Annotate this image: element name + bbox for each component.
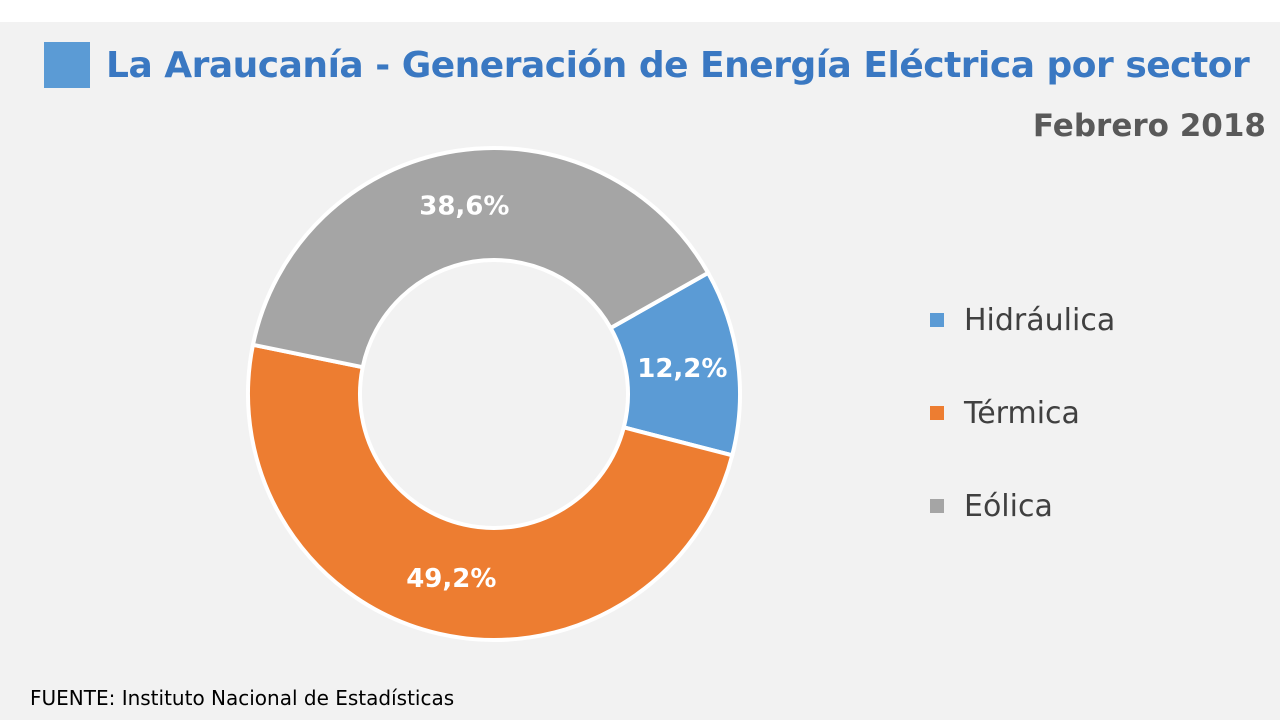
- chart-subtitle: Febrero 2018: [1032, 108, 1266, 144]
- legend-swatch-hidraulica: [930, 313, 944, 327]
- legend: Hidráulica Térmica Eólica: [930, 296, 1115, 575]
- legend-label-hidraulica: Hidráulica: [964, 302, 1116, 338]
- donut-slice-termica: [246, 342, 735, 642]
- source-note: FUENTE: Instituto Nacional de Estadístic…: [30, 686, 455, 710]
- chart-title: La Araucanía - Generación de Energía Elé…: [106, 44, 1250, 86]
- title-marker-square: [44, 42, 90, 88]
- donut-slice-eolica: [250, 146, 711, 370]
- legend-swatch-termica: [930, 406, 944, 420]
- legend-label-eolica: Eólica: [964, 488, 1053, 524]
- top-band: [0, 0, 1280, 22]
- legend-item-termica: Térmica: [930, 389, 1115, 437]
- title-row: La Araucanía - Generación de Energía Elé…: [44, 42, 1250, 88]
- legend-item-eolica: Eólica: [930, 482, 1115, 530]
- legend-swatch-eolica: [930, 499, 944, 513]
- legend-item-hidraulica: Hidráulica: [930, 296, 1115, 344]
- data-label-termica: 49,2%: [406, 564, 496, 594]
- data-label-eolica: 38,6%: [419, 191, 509, 221]
- legend-label-termica: Térmica: [964, 395, 1080, 431]
- data-label-hidraulica: 12,2%: [637, 354, 727, 384]
